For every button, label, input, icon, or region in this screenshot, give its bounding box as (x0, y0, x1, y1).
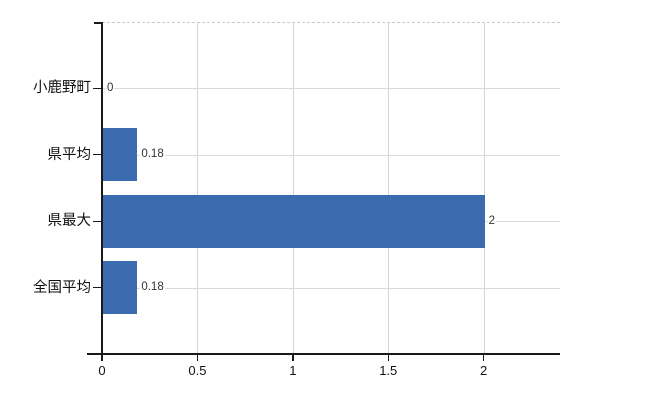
category-label: 小鹿野町 (33, 80, 91, 96)
y-tick (93, 220, 102, 222)
x-axis-line (87, 353, 560, 355)
category-label: 県平均 (47, 146, 92, 163)
category-gridline (102, 88, 560, 89)
value-label: 0 (106, 80, 115, 96)
x-tick-label: 1.5 (379, 363, 398, 378)
y-axis-top-tick (94, 22, 102, 24)
x-gridline (197, 22, 199, 353)
x-tick-label: 0.5 (188, 363, 207, 378)
value-label: 0.18 (140, 147, 165, 162)
y-tick (93, 287, 102, 289)
y-tick (93, 87, 102, 89)
bar-1 (103, 128, 138, 181)
category-gridline (102, 154, 560, 156)
x-tick (101, 354, 103, 361)
category-label: 県最大 (47, 213, 92, 229)
x-tick-label: 0 (98, 363, 106, 378)
value-label: 0.18 (140, 280, 165, 295)
bar-3 (103, 261, 138, 314)
x-gridline (388, 22, 390, 353)
bar-2 (103, 194, 485, 248)
y-tick (93, 154, 102, 156)
x-tick-label: 2 (480, 363, 488, 378)
x-tick (292, 354, 294, 361)
category-gridline (102, 287, 560, 289)
x-gridline (483, 22, 485, 353)
x-tick (482, 354, 485, 361)
x-tick-label: 1 (289, 363, 297, 378)
category-label: 全国平均 (33, 279, 91, 296)
x-tick (196, 354, 199, 361)
y-axis-line (101, 22, 103, 360)
x-gridline (292, 22, 294, 353)
plot-top-border (102, 22, 560, 23)
value-label: 2 (487, 213, 497, 229)
x-tick (387, 354, 389, 361)
